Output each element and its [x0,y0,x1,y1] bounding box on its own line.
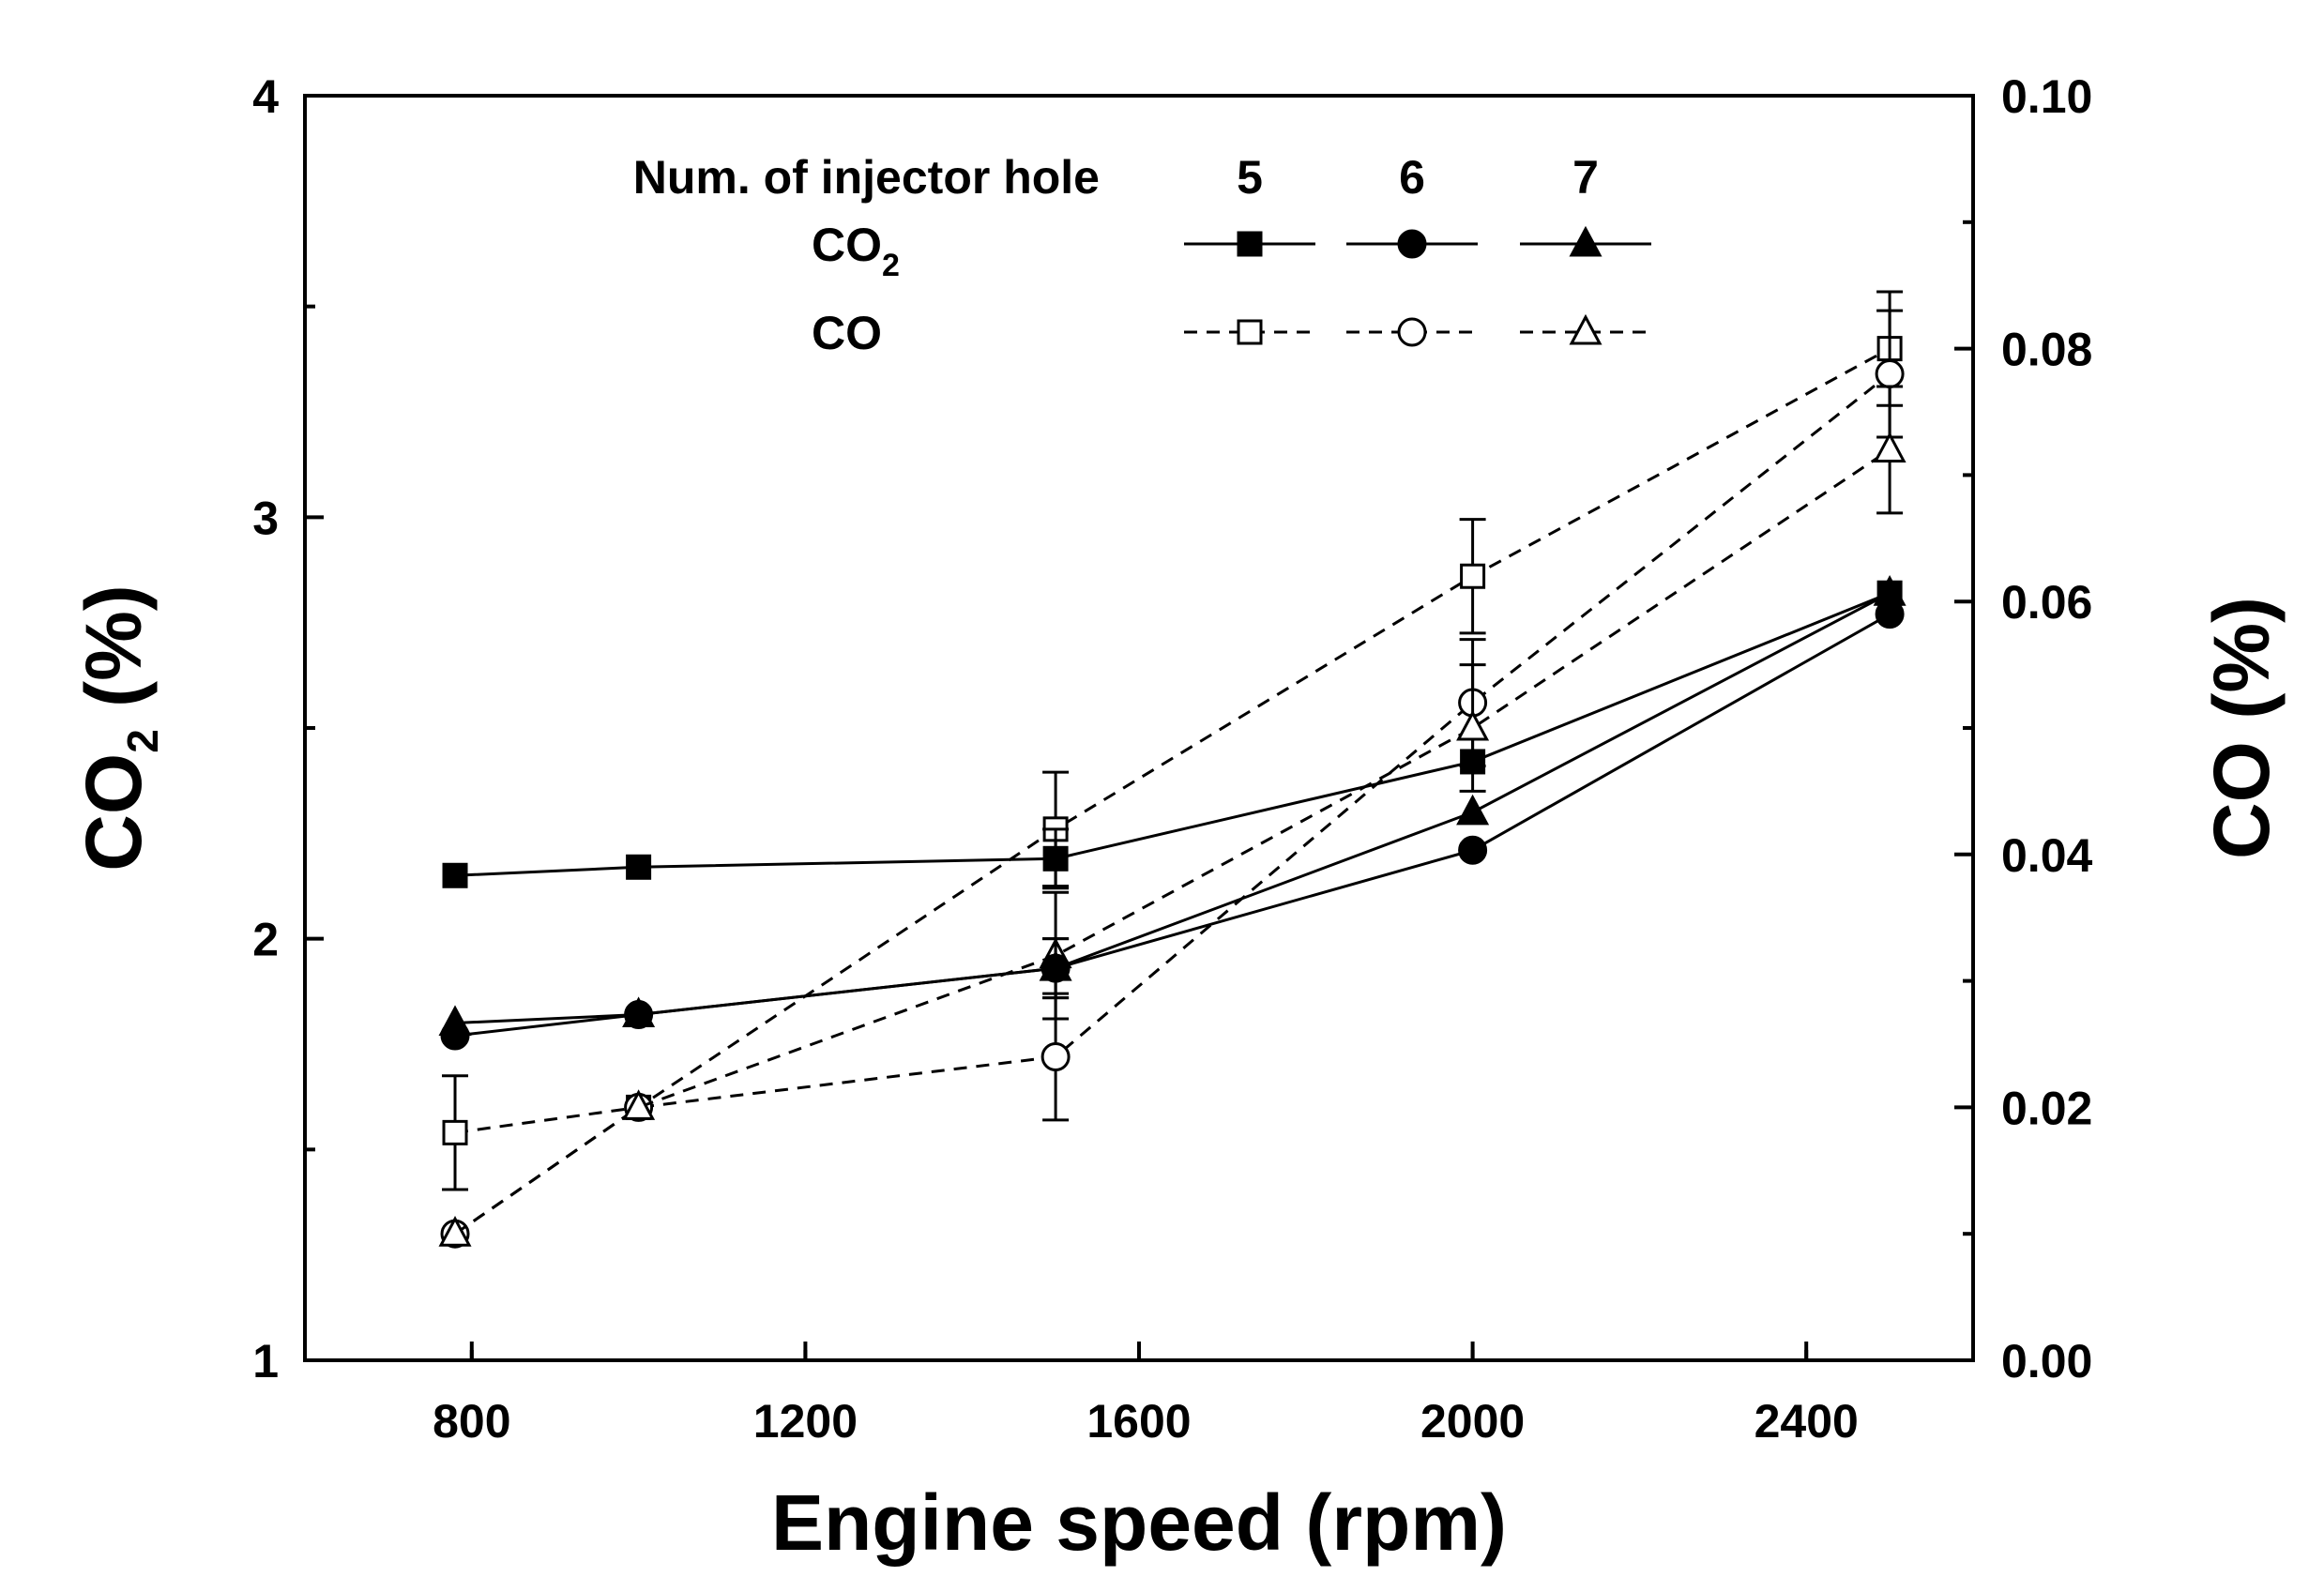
legend-co2-marker [1237,231,1263,257]
legend-header: Num. of injector hole [633,151,1100,204]
x-axis-ticks: 800 1200 1600 2000 2400 [433,1342,1859,1448]
series-co-6-holes [440,309,1905,1249]
series-line [454,372,1891,1236]
left-y-axis-ticks: 1 2 3 4 [252,70,324,1387]
legend-co-marker [1569,313,1602,345]
legend-co2-label: CO2 [812,219,900,283]
series-co2-7-holes [438,575,1906,1037]
x-tick-label: 1600 [1086,1395,1191,1448]
data-point [1458,835,1488,865]
right-y-axis-title: CO (%) [2197,597,2286,859]
series-line [454,591,1891,877]
data-point [1042,845,1069,872]
series-co-7-holes [438,385,1906,1247]
data-point [1460,563,1486,589]
right-y-tick-label: 0.00 [2001,1335,2092,1387]
x-tick-label: 1200 [753,1395,858,1448]
left-y-tick-label: 2 [252,914,279,966]
right-y-tick-label: 0.02 [2001,1082,2092,1134]
data-point [1460,749,1486,775]
series-co2-6-holes [440,599,1905,1051]
legend: Num. of injector hole 5 6 7 CO2 CO [633,151,1651,359]
left-y-tick-label: 4 [252,70,279,123]
legend-co2-marker [1397,229,1427,259]
series-line [454,448,1891,1236]
left-y-tick-label: 3 [252,492,279,544]
data-point [438,1216,472,1247]
right-y-tick-label: 0.08 [2001,324,2092,376]
data-point [622,1089,656,1120]
legend-co2-marker [1569,225,1602,257]
data-point [442,862,468,888]
data-point [442,1119,468,1145]
data-point [1040,1041,1071,1071]
right-y-axis-ticks: 0.00 0.02 0.04 0.06 0.08 0.10 [1954,70,2093,1387]
x-tick-label: 2400 [1754,1395,1859,1448]
series-layer [438,290,1906,1249]
data-point [1873,575,1906,606]
left-y-axis-title: CO2 (%) [69,584,167,872]
legend-co-label: CO [812,307,882,359]
x-axis-title: Engine speed (rpm) [771,1478,1507,1567]
legend-column-5: 5 [1237,151,1263,204]
series-co-5-holes [442,290,1904,1191]
data-point [1873,432,1906,462]
right-y-tick-label: 0.04 [2001,829,2093,882]
legend-column-6: 6 [1399,151,1425,204]
data-point [438,1005,472,1037]
plot-frame [303,94,1975,1362]
data-point [1039,949,1072,981]
right-y-tick-label: 0.06 [2001,576,2092,629]
data-point [622,996,656,1028]
legend-column-7: 7 [1572,151,1599,204]
data-point [1456,794,1490,826]
left-y-tick-label: 1 [252,1335,279,1387]
series-line [454,347,1891,1134]
right-y-tick-label: 0.10 [2001,70,2092,123]
series-co2-5-holes [442,580,1903,890]
series-line [454,613,1891,1038]
data-point [1456,709,1490,741]
data-point [1875,359,1905,389]
legend-co-marker [1237,319,1263,345]
x-tick-label: 800 [433,1395,510,1448]
data-point [626,854,652,880]
legend-co-marker [1397,317,1427,347]
legend-symbols [1184,225,1651,347]
x-tick-label: 2000 [1420,1395,1525,1448]
